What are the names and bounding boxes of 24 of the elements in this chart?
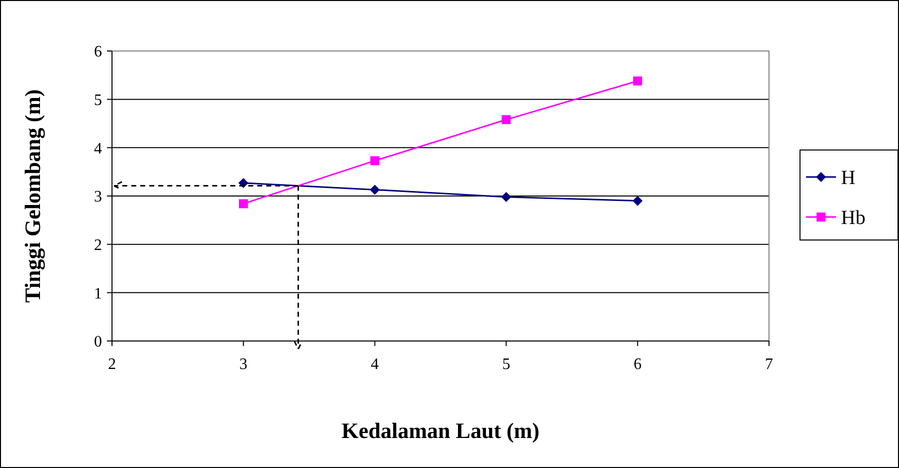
x-tick-label: 6 [634, 356, 642, 373]
legend-label: Hb [841, 207, 866, 229]
x-tick-label: 4 [370, 356, 379, 373]
y-tick-label: 3 [94, 188, 102, 206]
x-axis-title: Kedalaman Laut (m) [342, 418, 540, 443]
x-tick-label: 2 [108, 356, 116, 373]
point [502, 115, 511, 124]
y-axis-title: Tinggi Gelombang (m) [20, 89, 45, 303]
y-tick-label: 5 [94, 92, 102, 109]
point [238, 199, 248, 208]
point [633, 76, 642, 86]
y-tick-label: 2 [94, 236, 102, 254]
legend-label: H [841, 167, 856, 189]
x-tick-label: 5 [502, 356, 510, 373]
y-tick-label: 4 [94, 140, 102, 158]
y-tick-label: 0 [94, 334, 102, 351]
y-tick-label: 6 [94, 44, 102, 61]
point [501, 192, 512, 202]
point [370, 156, 380, 166]
point [632, 196, 643, 206]
x-tick-label: 3 [239, 356, 248, 373]
point [370, 184, 380, 195]
y-tick-label: 1 [94, 285, 102, 302]
x-tick-label: 7 [765, 356, 773, 373]
